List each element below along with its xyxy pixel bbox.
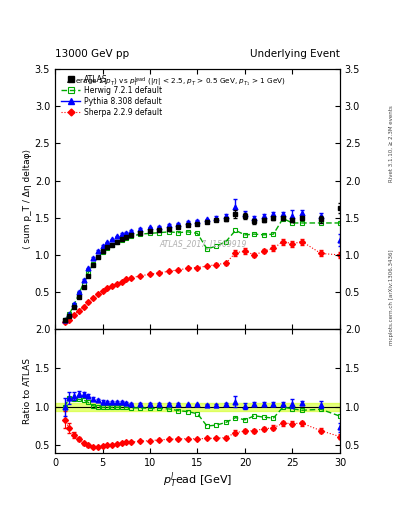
Text: Underlying Event: Underlying Event: [250, 49, 340, 59]
Text: Rivet 3.1.10, ≥ 2.3M events: Rivet 3.1.10, ≥ 2.3M events: [389, 105, 393, 182]
X-axis label: $p_T^l$ead [GeV]: $p_T^l$ead [GeV]: [163, 471, 232, 490]
Text: ATLAS_2017_I1509919: ATLAS_2017_I1509919: [160, 239, 247, 248]
Legend: ATLAS, Herwig 7.2.1 default, Pythia 8.308 default, Sherpa 2.2.9 default: ATLAS, Herwig 7.2.1 default, Pythia 8.30…: [59, 73, 165, 119]
Y-axis label: Ratio to ATLAS: Ratio to ATLAS: [23, 358, 32, 424]
Text: 13000 GeV pp: 13000 GeV pp: [55, 49, 129, 59]
Text: Average $\Sigma(p_T)$ vs $p_T^{\rm lead}$ ($|\eta|$ < 2.5, $p_T$ > 0.5 GeV, $p_{: Average $\Sigma(p_T)$ vs $p_T^{\rm lead}…: [66, 76, 286, 89]
Y-axis label: ⟨ sum p_T / Δη deltaφ⟩: ⟨ sum p_T / Δη deltaφ⟩: [23, 149, 32, 249]
Text: mcplots.cern.ch [arXiv:1306.3436]: mcplots.cern.ch [arXiv:1306.3436]: [389, 249, 393, 345]
Bar: [55, 403, 340, 411]
